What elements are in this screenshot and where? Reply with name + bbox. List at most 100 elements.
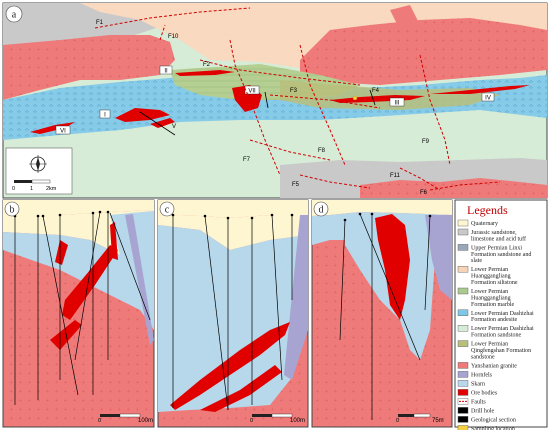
- legend-label-4: Huanggangliang: [471, 295, 511, 301]
- fault-label-f2: F2: [203, 62, 211, 68]
- panel-a-label: a: [12, 10, 17, 21]
- fault-lines: [94, 7, 501, 191]
- map-scale-bar: 0 1 2km: [12, 179, 57, 192]
- panel-b-section: 0 100m b: [2, 199, 155, 428]
- granite-stock-small: [390, 5, 420, 30]
- ore-body-ii: [175, 70, 235, 76]
- fault-label-f1: F1: [96, 20, 104, 26]
- legend-label-2: Upper Permian Linxi: [471, 245, 522, 251]
- legend-swatch-0: [457, 219, 469, 227]
- north-arrow-icon: [29, 155, 47, 173]
- legend-label-3: Lower Permian: [471, 267, 508, 273]
- map-scale-one: 1: [30, 186, 33, 192]
- legend-swatch-4: [457, 287, 469, 295]
- legend-swatch-6: [457, 325, 469, 332]
- ore-label-iv: IV: [485, 96, 491, 102]
- panel-d-label-circle: [313, 201, 329, 217]
- scale-d-label: 75m: [432, 418, 444, 424]
- legend-swatch-14: [457, 416, 469, 423]
- ore-body-v: [150, 118, 175, 128]
- ore-label-iv-box: [481, 92, 495, 102]
- legend-swatch-2: [457, 244, 469, 251]
- qingfengshan-unit: [280, 80, 500, 110]
- panel-c-section: 0 100m c: [157, 199, 309, 428]
- legend-swatch-1: [457, 228, 469, 236]
- legend-label-10: Skarn: [471, 381, 485, 387]
- scale-d-zero: 0: [396, 418, 399, 424]
- panel-b-label-circle: [4, 201, 20, 217]
- fault-label-f3: F3: [290, 88, 298, 94]
- legend-label-2: Formation sandstone and: [471, 252, 531, 258]
- legend-title: Legends: [467, 203, 508, 217]
- ore-label-i-box: [99, 109, 111, 119]
- sampling-location-marker: [352, 95, 358, 101]
- ore-body-vi: [30, 122, 75, 134]
- scale-c-label: 100m: [290, 418, 305, 424]
- ore-body-i: [115, 108, 170, 122]
- legend-label-6: Lower Permian Dashizhai: [471, 326, 534, 332]
- legend-swatch-13: [457, 407, 469, 414]
- drill-holes-d: [339, 213, 431, 420]
- ore-body-b4: [110, 222, 118, 260]
- scale-b-label: 100m: [138, 418, 153, 424]
- scale-bar-d: 0 75m: [396, 413, 444, 424]
- fault-label-f9: F9: [422, 139, 430, 145]
- ore-label-vi-box: [55, 125, 71, 135]
- legend-label-5: Formation andesite: [471, 317, 517, 323]
- ore-body-iv: [430, 85, 530, 94]
- panel-c-label: c: [165, 205, 170, 216]
- ore-label-vi: VI: [60, 129, 66, 135]
- ore-label-iii-box: [389, 97, 405, 107]
- legend-label-0: Quaternary: [471, 221, 498, 227]
- legend-swatch-10: [457, 380, 469, 387]
- ore-label-i: I: [104, 113, 106, 119]
- ore-label-ii: II: [164, 69, 168, 75]
- legend-swatch-7: [457, 340, 469, 347]
- scale-bar-b: 0 100m: [98, 413, 153, 424]
- drill-hole-markers-c: [171, 213, 294, 220]
- legend-label-7: Qingfengshan Formation: [471, 347, 531, 354]
- legend-label-8: Yanshanian granite: [471, 363, 517, 369]
- legend-swatch-11: [457, 389, 469, 396]
- legend-label-15: Sampling location: [471, 426, 515, 430]
- legend-label-7: sandstone: [471, 354, 495, 360]
- ore-body-d1: [375, 214, 410, 320]
- drill-hole-markers-d: [343, 212, 432, 222]
- drill-holes-c: [172, 214, 293, 411]
- legend-label-9: Hornfels: [471, 371, 493, 378]
- fault-label-f5: F5: [292, 182, 300, 188]
- panel-b-label: b: [10, 205, 15, 216]
- ore-body-b1: [55, 240, 68, 265]
- legend-swatch-3: [457, 266, 469, 273]
- legend-label-13: Drill hole: [471, 408, 494, 414]
- map-scale-zero: 0: [12, 186, 15, 192]
- legend-label-2: slate: [471, 258, 482, 264]
- legend-label-11: Ore bodies: [471, 390, 498, 396]
- legend-label-4: Lower Permian: [471, 289, 508, 295]
- legend-label-7: Lower Permian: [471, 342, 508, 348]
- legend-swatch-9: [457, 371, 469, 378]
- legend-label-4: Formation marble: [471, 302, 514, 308]
- panel-d-label: d: [319, 205, 324, 216]
- fault-label-f11: F11: [390, 173, 401, 179]
- andesite-belt: [3, 68, 547, 140]
- section-lines: [139, 89, 376, 136]
- scale-bar-c: 0 100m: [250, 413, 305, 424]
- ore-body-b2: [62, 245, 118, 320]
- ore-label-vii-box: [244, 85, 260, 95]
- legend-label-1: Jurassic sandstone,: [471, 230, 517, 236]
- ore-body-c1: [170, 322, 290, 410]
- fault-label-f6: F6: [420, 190, 428, 196]
- ore-label-iii: III: [394, 101, 399, 107]
- panel-c-label-circle: [159, 201, 175, 217]
- legend-label-6: Formation sandstone: [471, 333, 521, 339]
- legend-label-12: Faults: [471, 399, 486, 405]
- legend-label-1: limestone and acid tuff: [471, 235, 526, 242]
- panel-d-section: 0 75m d: [311, 199, 453, 428]
- legend-swatch-5: [457, 309, 469, 316]
- ore-label-v: V: [172, 124, 176, 130]
- fault-label-f4: F4: [372, 88, 380, 94]
- drill-holes-b: [14, 211, 151, 405]
- legend-label-3: Formation siltstone: [471, 280, 518, 286]
